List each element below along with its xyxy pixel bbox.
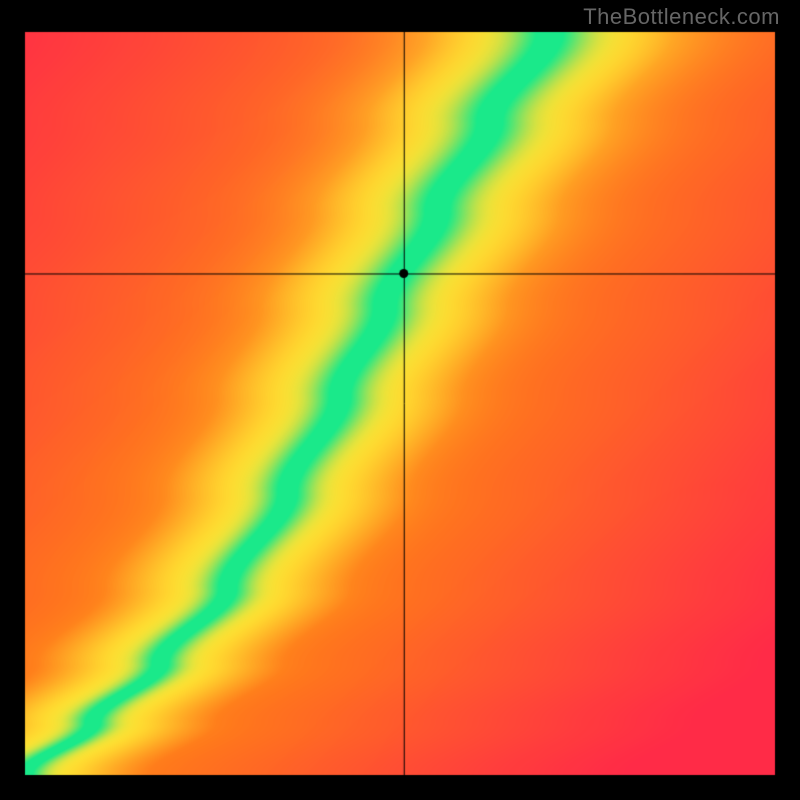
- heatmap-canvas: [0, 0, 800, 800]
- watermark-text: TheBottleneck.com: [583, 4, 780, 30]
- chart-container: TheBottleneck.com: [0, 0, 800, 800]
